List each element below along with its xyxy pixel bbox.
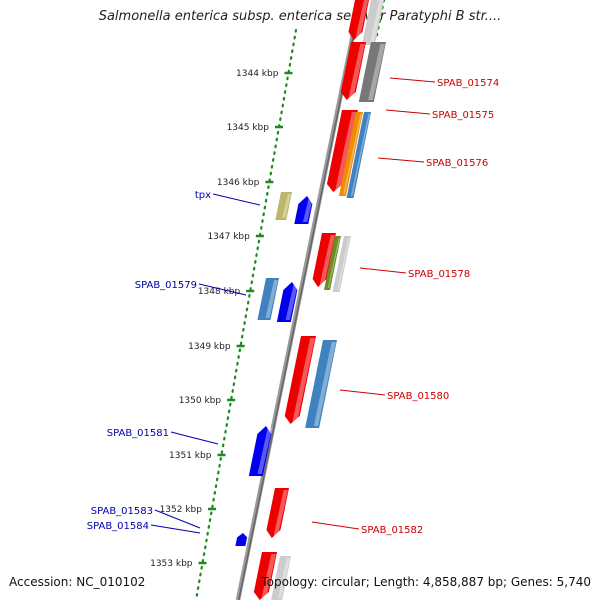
gene-feature[interactable] bbox=[324, 236, 341, 290]
gene-label-forward[interactable]: SPAB_01583 bbox=[91, 506, 153, 517]
gene-highlight bbox=[265, 280, 278, 318]
gene-feature[interactable] bbox=[248, 426, 272, 476]
ruler-tick-label: 1353 kbp bbox=[150, 559, 193, 569]
organism-title: Salmonella enterica subsp. enterica sero… bbox=[98, 9, 502, 24]
gene-feature[interactable] bbox=[340, 42, 366, 100]
gene-feature[interactable] bbox=[257, 278, 279, 320]
leader-line bbox=[198, 283, 247, 296]
leader-line bbox=[389, 77, 436, 83]
gene-label-reverse[interactable]: SPAB_01578 bbox=[408, 269, 470, 280]
gene-highlight bbox=[343, 114, 362, 194]
gene-feature[interactable] bbox=[358, 42, 386, 102]
gene-feature[interactable] bbox=[294, 196, 313, 224]
gene-highlight bbox=[261, 554, 276, 598]
leader-line bbox=[385, 109, 431, 115]
leader-line bbox=[311, 521, 360, 530]
gene-highlight bbox=[355, 0, 369, 38]
gene-feature[interactable] bbox=[332, 236, 351, 292]
gene-label-reverse[interactable]: SPAB_01580 bbox=[387, 391, 449, 402]
gene-highlight bbox=[277, 558, 290, 598]
backbone-shadow bbox=[238, 0, 362, 600]
ruler-tick-label: 1346 kbp bbox=[217, 178, 260, 188]
ruler-tick-label: 1344 kbp bbox=[236, 69, 279, 79]
gene-highlight bbox=[302, 198, 313, 222]
leader-line bbox=[170, 431, 219, 445]
gene-feature[interactable] bbox=[346, 112, 371, 198]
gene-feature[interactable] bbox=[338, 112, 363, 196]
gene-feature[interactable] bbox=[235, 533, 248, 546]
ruler-tick-label: 1351 kbp bbox=[169, 451, 212, 461]
gene-feature[interactable] bbox=[284, 336, 316, 424]
gene-feature[interactable] bbox=[253, 552, 277, 600]
gene-feature[interactable] bbox=[326, 110, 358, 192]
gene-label-reverse[interactable]: SPAB_01582 bbox=[361, 525, 423, 536]
leader-line bbox=[359, 267, 407, 274]
gene-label-reverse[interactable]: SPAB_01575 bbox=[432, 110, 494, 121]
gene-highlight bbox=[313, 342, 336, 426]
gene-feature[interactable] bbox=[305, 340, 337, 428]
leader-line bbox=[150, 524, 201, 534]
gene-label-forward[interactable]: SPAB_01584 bbox=[87, 521, 149, 532]
gene-highlight bbox=[368, 44, 385, 100]
ruler-tick-label: 1352 kbp bbox=[160, 505, 203, 515]
gene-label-forward[interactable]: tpx bbox=[195, 190, 211, 201]
leader-line bbox=[339, 389, 386, 396]
ruler-line bbox=[194, 28, 298, 600]
gene-feature[interactable] bbox=[312, 233, 336, 287]
gene-feature[interactable] bbox=[275, 192, 292, 220]
gene-label-forward[interactable]: SPAB_01581 bbox=[107, 428, 169, 439]
ruler-tick-label: 1347 kbp bbox=[207, 232, 250, 242]
gene-label-reverse[interactable]: SPAB_01576 bbox=[426, 158, 488, 169]
backbone-line bbox=[235, 0, 363, 600]
gene-feature[interactable] bbox=[361, 0, 385, 45]
gene-highlight bbox=[336, 238, 350, 290]
leader-line bbox=[154, 509, 201, 529]
gene-highlight bbox=[292, 338, 315, 422]
gene-labels: SPAB_01574 SPAB_01575 SPAB_01576 SPAB_01578… bbox=[87, 77, 499, 536]
gene-label-forward[interactable]: SPAB_01579 bbox=[135, 280, 197, 291]
ruler-tick-label: 1350 kbp bbox=[179, 396, 222, 406]
gene-highlight bbox=[285, 284, 298, 320]
gene-feature[interactable] bbox=[266, 488, 289, 538]
gene-highlight bbox=[282, 194, 291, 218]
topology-summary: Topology: circular; Length: 4,858,887 bp… bbox=[261, 575, 591, 589]
gene-highlight bbox=[319, 235, 335, 285]
gene-highlight bbox=[369, 0, 384, 43]
ruler-tick-label: 1348 kbp bbox=[198, 287, 241, 297]
gene-highlight bbox=[335, 112, 357, 190]
leader-line bbox=[377, 157, 425, 163]
leader-line bbox=[212, 193, 261, 206]
gene-label-reverse[interactable]: SPAB_01574 bbox=[437, 78, 499, 89]
gene-highlight bbox=[257, 428, 272, 474]
ruler-tick-label: 1345 kbp bbox=[227, 123, 270, 133]
gene-highlight bbox=[273, 490, 288, 536]
gene-highlight bbox=[350, 114, 370, 196]
gene-features bbox=[235, 0, 386, 600]
dna-backbone bbox=[235, 0, 386, 600]
accession-text: Accession: NC_010102 bbox=[9, 575, 146, 589]
gene-highlight bbox=[348, 44, 365, 98]
gene-feature[interactable] bbox=[271, 556, 291, 600]
gene-feature[interactable] bbox=[348, 0, 370, 40]
gene-highlight bbox=[327, 238, 340, 288]
gene-feature[interactable] bbox=[276, 282, 298, 322]
kbp-ruler: 1344 kbp 1345 kbp 1346 kbp 1347 kbp 1348 kbp… bbox=[150, 28, 298, 600]
ruler-tick-label: 1349 kbp bbox=[188, 342, 231, 352]
outer-ruler-line bbox=[374, 0, 386, 42]
